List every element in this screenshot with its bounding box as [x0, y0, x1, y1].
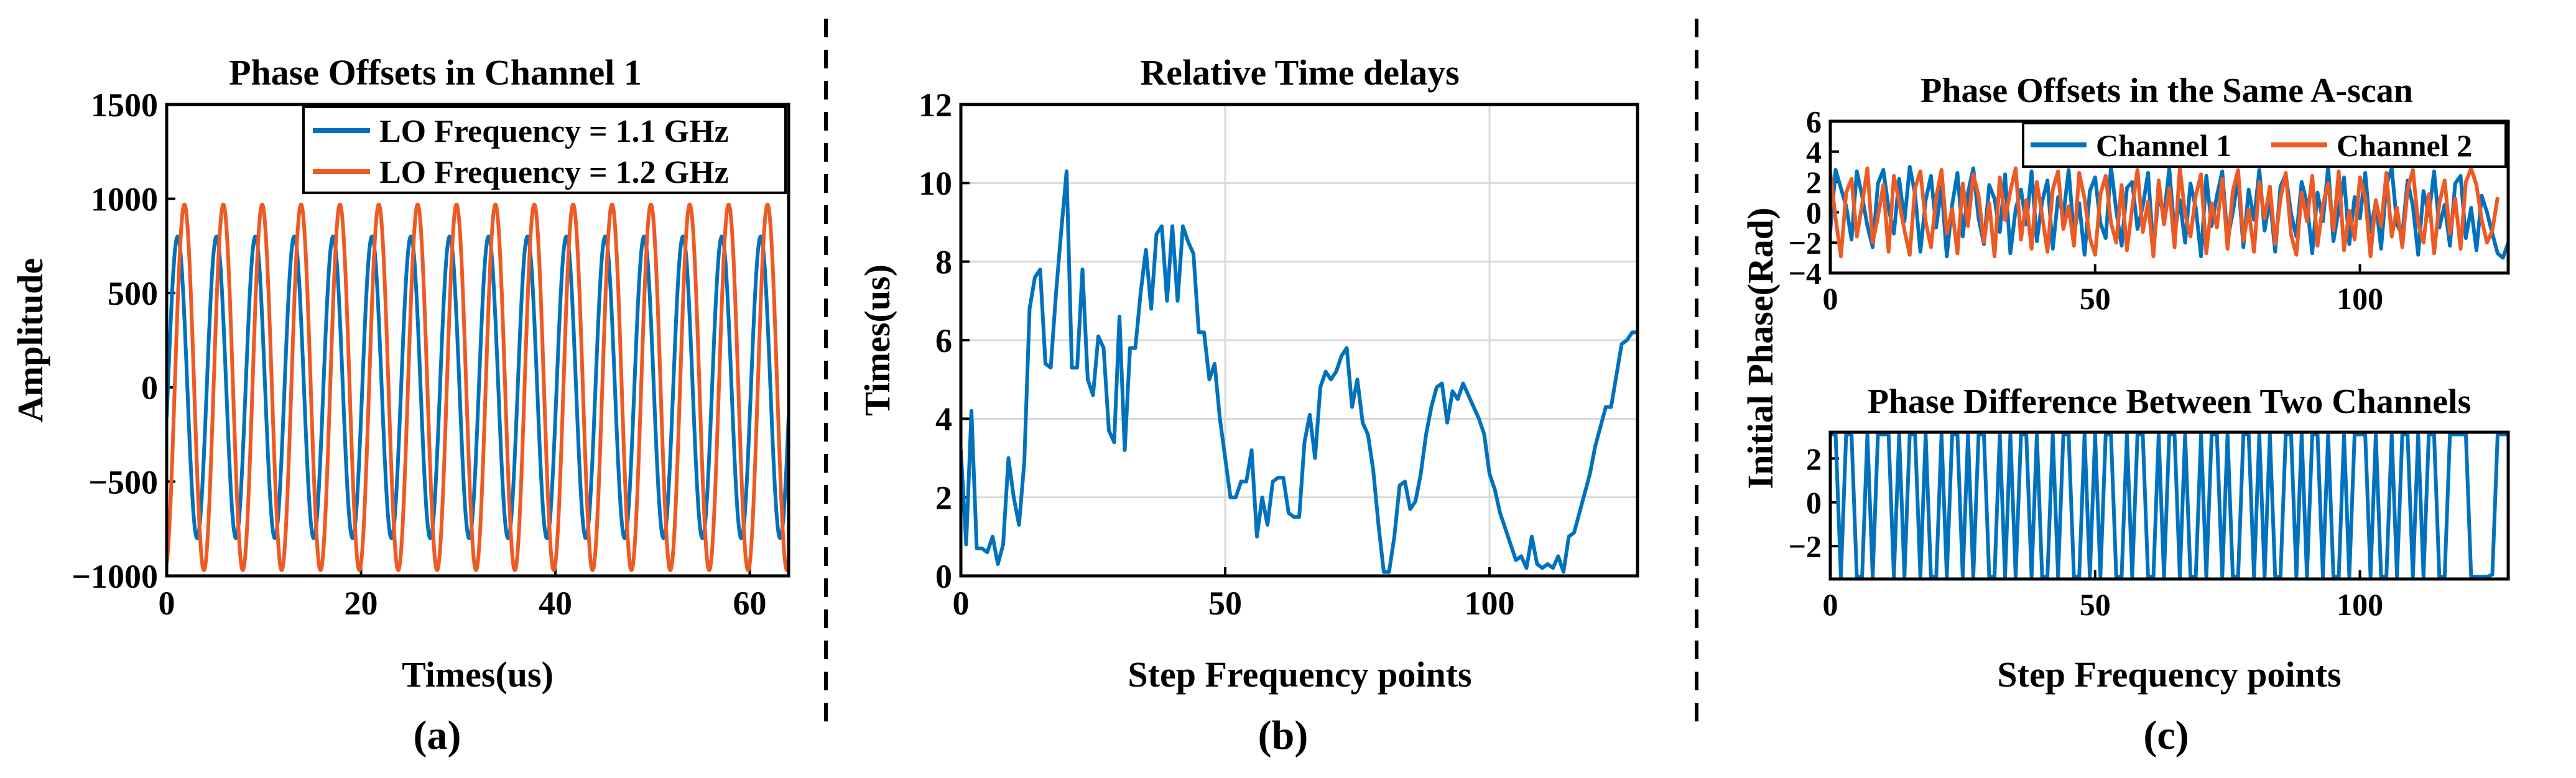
x-tick-label-c2-0: 0 — [1823, 587, 1838, 622]
x-tick-label-c1-1: 50 — [2080, 281, 2111, 316]
plot-c2-frame — [1828, 430, 2510, 581]
y-axis-label-a: Amplitude — [10, 258, 50, 422]
x-axis-label-b: Step Frequency points — [1128, 654, 1471, 695]
y-tick-label-c1-2: 0 — [1806, 195, 1822, 230]
series-line-c2-0 — [1830, 432, 2508, 579]
x-tick-label-c1-0: 0 — [1823, 281, 1838, 316]
plot-c2-lines — [1830, 432, 2508, 579]
y-tick-label-a-1: −500 — [88, 463, 158, 501]
y-tick-label-b-6: 12 — [919, 86, 952, 124]
x-tick-label-a-2: 40 — [539, 585, 572, 622]
y-axis-label-b: Times(us) — [857, 264, 897, 416]
y-tick-label-b-1: 2 — [935, 479, 952, 517]
x-tick-label-b-1: 50 — [1208, 585, 1242, 622]
panel-label-c: (c) — [2143, 713, 2189, 758]
x-tick-label-a-0: 0 — [159, 585, 175, 622]
legend-c1-label-2: Channel 2 — [2337, 128, 2472, 163]
x-tick-label-c2-1: 50 — [2080, 587, 2111, 622]
y-tick-label-b-2: 4 — [935, 401, 952, 438]
chart-title-c2: Phase Difference Between Two Channels — [1868, 382, 2472, 421]
y-tick-label-c2-2: 2 — [1806, 442, 1822, 476]
legend-c1-box — [2022, 122, 2507, 168]
plot-a-ticks: 0 20 40 60 −1000 −500 0 500 1000 1500 — [72, 86, 766, 622]
panel-label-a: (a) — [414, 713, 461, 758]
y-tick-label-a-4: 1000 — [91, 181, 158, 218]
chart-title-b: Relative Time delays — [1140, 52, 1459, 93]
x-axis-label-c: Step Frequency points — [1997, 654, 2341, 695]
panel-b: Relative Time delays 0 50 100 0 2 4 6 8 10 12 Ste… — [857, 52, 1639, 758]
chart-title-a: Phase Offsets in Channel 1 — [229, 52, 642, 93]
y-tick-label-a-3: 500 — [108, 275, 158, 312]
y-axis-label-c: Initial Phase(Rad) — [1740, 208, 1781, 489]
y-tick-label-b-3: 6 — [935, 322, 952, 359]
panel-a: Phase Offsets in Channel 1 0 20 40 60 −1000 −… — [10, 52, 790, 758]
plot-b-lines — [961, 169, 1638, 574]
y-tick-label-b-4: 8 — [935, 244, 952, 281]
y-tick-label-c1-1: −2 — [1789, 226, 1822, 261]
y-tick-label-b-5: 10 — [919, 165, 952, 202]
legend-c1: Channel 1 Channel 2 — [2022, 122, 2507, 168]
plot-a-frame — [165, 103, 790, 578]
x-tick-label-a-3: 60 — [733, 585, 767, 622]
y-tick-label-a-0: −1000 — [72, 558, 158, 595]
y-tick-label-b-0: 0 — [935, 558, 952, 595]
y-tick-label-c2-1: 0 — [1806, 485, 1822, 520]
x-tick-label-c1-2: 100 — [2337, 281, 2383, 316]
y-tick-label-a-2: 0 — [141, 369, 158, 407]
panel-label-b: (b) — [1258, 713, 1309, 758]
legend-a-box — [302, 106, 787, 194]
plot-b-frame — [959, 103, 1639, 578]
x-tick-label-c2-2: 100 — [2337, 587, 2383, 622]
x-tick-label-a-1: 20 — [345, 585, 378, 622]
y-tick-label-c1-4: 4 — [1806, 134, 1822, 169]
y-tick-label-c1-5: 6 — [1806, 104, 1822, 139]
series-line-c1-1 — [1830, 166, 2500, 259]
plot-c2-ticks: 0 50 100−202 — [1789, 442, 2384, 622]
panel-c: Phase Offsets in the Same A-scan 0 50 100 −… — [1740, 72, 2510, 758]
y-tick-label-a-5: 1500 — [91, 86, 158, 124]
y-tick-label-c2-0: −2 — [1789, 529, 1822, 564]
plot-a-lines — [167, 202, 789, 572]
legend-a: LO Frequency = 1.1 GHz LO Frequency = 1.… — [302, 106, 787, 194]
series-line-a-1 — [167, 202, 789, 572]
chart-title-c1: Phase Offsets in the Same A-scan — [1920, 72, 2413, 110]
legend-c1-label-1: Channel 1 — [2096, 128, 2231, 163]
plot-c1-lines — [1830, 165, 2508, 260]
plot-c1-frame — [1828, 119, 2510, 275]
x-tick-label-b-0: 0 — [953, 585, 970, 622]
legend-a-label-2: LO Frequency = 1.2 GHz — [379, 155, 729, 190]
legend-a-label-1: LO Frequency = 1.1 GHz — [379, 114, 729, 149]
x-axis-label-a: Times(us) — [402, 654, 554, 695]
y-tick-label-c1-3: 2 — [1806, 165, 1822, 200]
x-tick-label-b-2: 100 — [1465, 585, 1515, 622]
y-tick-label-c1-0: −4 — [1789, 256, 1822, 291]
series-line-b-0 — [961, 169, 1638, 574]
